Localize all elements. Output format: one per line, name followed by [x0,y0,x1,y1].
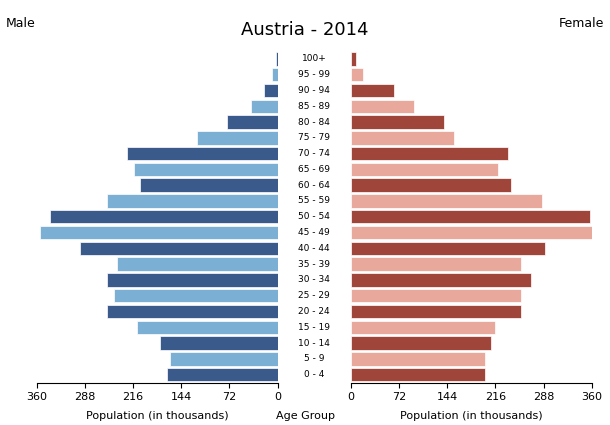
Bar [276,52,278,65]
Bar [107,194,278,208]
Text: 95 - 99: 95 - 99 [298,70,330,79]
Text: 60 - 64: 60 - 64 [298,181,330,190]
Bar [134,163,278,176]
Text: 15 - 19: 15 - 19 [298,323,330,332]
Bar [351,99,414,113]
Bar [113,289,278,303]
Text: 35 - 39: 35 - 39 [298,260,330,269]
Bar [351,115,445,129]
Text: 30 - 34: 30 - 34 [298,275,330,284]
Bar [351,147,508,160]
Bar [351,131,454,144]
Bar [40,226,278,239]
Bar [197,131,278,144]
Text: 75 - 79: 75 - 79 [298,133,330,142]
Text: 85 - 89: 85 - 89 [298,102,330,111]
Bar [107,273,278,286]
Text: Male: Male [6,17,36,30]
Bar [137,320,278,334]
Bar [351,320,495,334]
Text: Population (in thousands): Population (in thousands) [86,411,228,421]
Text: 55 - 59: 55 - 59 [298,196,330,205]
Bar [167,368,278,381]
Bar [251,99,278,113]
Text: 70 - 74: 70 - 74 [298,149,330,158]
Bar [351,305,522,318]
Bar [351,289,522,303]
Text: 100+: 100+ [302,54,326,63]
Text: 25 - 29: 25 - 29 [298,291,330,300]
Text: 0 - 4: 0 - 4 [304,370,325,379]
Text: 80 - 84: 80 - 84 [298,118,330,127]
Bar [117,258,278,271]
Text: 45 - 49: 45 - 49 [298,228,330,237]
Bar [351,210,590,224]
Text: 65 - 69: 65 - 69 [298,165,330,174]
Bar [351,368,484,381]
Text: 40 - 44: 40 - 44 [298,244,330,253]
Text: 20 - 24: 20 - 24 [298,307,330,316]
Text: Female: Female [559,17,604,30]
Bar [351,226,593,239]
Bar [127,147,278,160]
Bar [351,273,531,286]
Bar [80,241,278,255]
Bar [351,241,545,255]
Bar [140,178,278,192]
Text: Austria - 2014: Austria - 2014 [241,21,369,39]
Bar [351,258,522,271]
Text: Population (in thousands): Population (in thousands) [400,411,542,421]
Text: 50 - 54: 50 - 54 [298,212,330,221]
Text: 10 - 14: 10 - 14 [298,339,330,348]
Bar [272,68,278,82]
Bar [160,336,278,350]
Bar [351,68,363,82]
Bar [351,84,394,97]
Bar [351,336,491,350]
Bar [351,178,511,192]
Bar [50,210,278,224]
Bar [228,115,278,129]
Text: 5 - 9: 5 - 9 [304,354,325,363]
Bar [351,352,484,366]
Bar [264,84,278,97]
Text: Age Group: Age Group [276,411,334,421]
Bar [351,163,498,176]
Text: 90 - 94: 90 - 94 [298,86,330,95]
Bar [351,194,542,208]
Bar [351,52,356,65]
Bar [107,305,278,318]
Bar [170,352,278,366]
